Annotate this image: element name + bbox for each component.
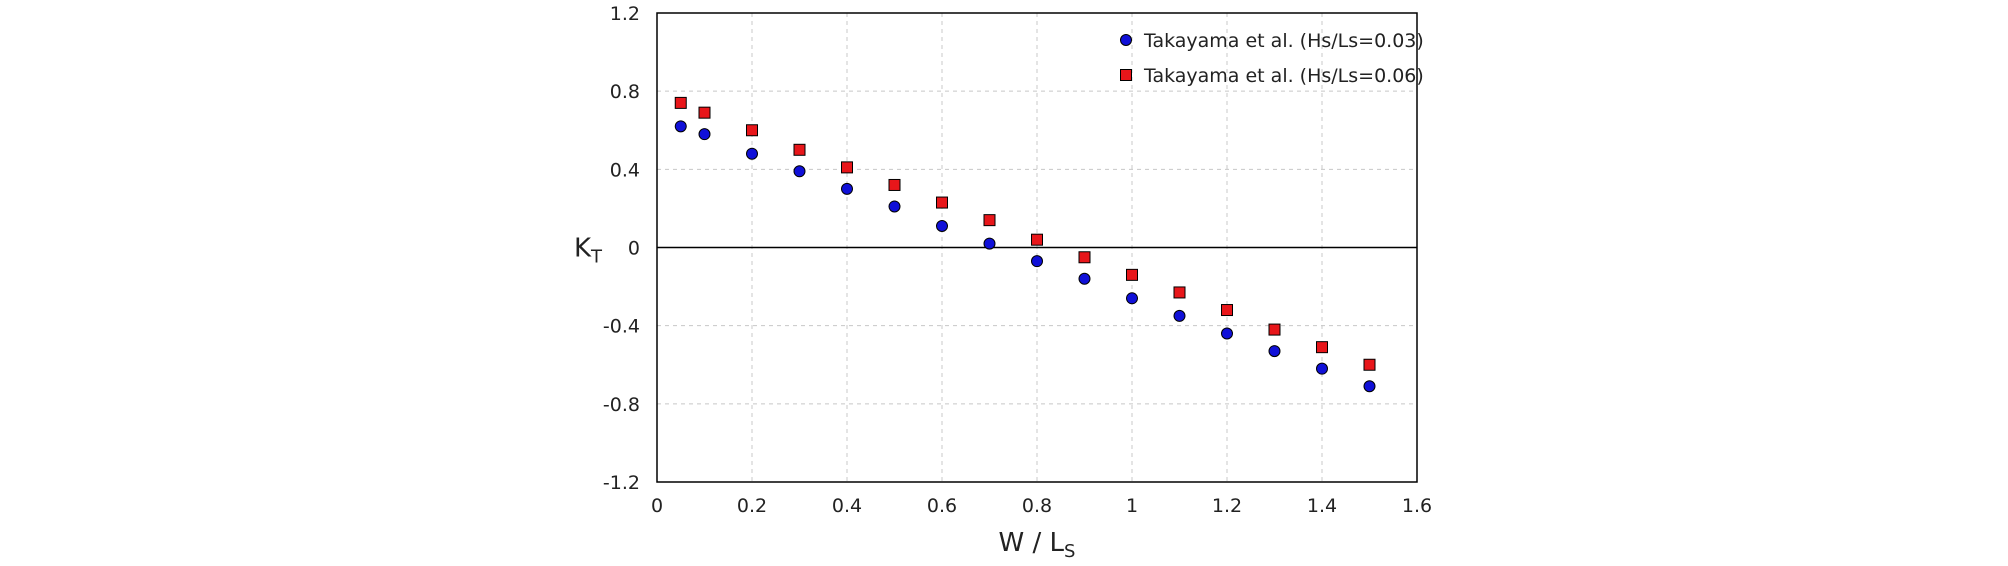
data-point-series-1 bbox=[698, 128, 711, 141]
data-point-series-2 bbox=[746, 124, 758, 137]
y-axis-label-sub: T bbox=[590, 247, 603, 268]
legend-marker-series-2 bbox=[1120, 69, 1132, 81]
y-tick-label: 0.8 bbox=[610, 81, 640, 103]
y-axis-label-main: K bbox=[574, 234, 592, 264]
data-point-series-1 bbox=[1316, 362, 1328, 375]
y-axis-label: KT bbox=[574, 234, 603, 268]
data-point-series-2 bbox=[841, 161, 853, 174]
x-axis-label: W / LS bbox=[999, 528, 1076, 562]
x-tick-label: 1 bbox=[1126, 495, 1138, 517]
x-tick-label: 0.8 bbox=[1022, 495, 1052, 517]
data-point-series-2 bbox=[1078, 251, 1091, 264]
data-point-series-1 bbox=[1363, 380, 1376, 393]
data-point-series-2 bbox=[1316, 341, 1328, 354]
data-point-series-1 bbox=[841, 182, 853, 195]
data-point-series-2 bbox=[1126, 268, 1138, 281]
data-point-series-2 bbox=[698, 106, 711, 119]
y-tick-label: 0.4 bbox=[610, 159, 640, 181]
y-tick-label: 0 bbox=[628, 238, 640, 260]
data-point-series-1 bbox=[746, 147, 758, 160]
data-point-series-2 bbox=[674, 96, 687, 109]
data-point-series-1 bbox=[936, 220, 948, 233]
data-point-series-2 bbox=[1268, 323, 1281, 336]
x-tick-label: 0.2 bbox=[737, 495, 767, 517]
x-tick-label: 0.4 bbox=[832, 495, 862, 517]
x-axis-label-sub: S bbox=[1064, 541, 1075, 562]
y-tick-label: 1.2 bbox=[610, 3, 640, 25]
data-point-series-1 bbox=[983, 237, 996, 250]
data-point-series-1 bbox=[1126, 292, 1138, 305]
data-point-series-1 bbox=[1078, 272, 1091, 285]
data-point-series-2 bbox=[1221, 304, 1233, 317]
legend-label-series-1: Takayama et al. (Hs/Ls=0.03) bbox=[1143, 30, 1424, 52]
legend: Takayama et al. (Hs/Ls=0.03) Takayama et … bbox=[1120, 30, 1424, 87]
data-point-series-2 bbox=[888, 178, 901, 191]
y-tick-label: -0.8 bbox=[603, 394, 640, 416]
x-axis-label-main: W / L bbox=[999, 528, 1065, 558]
data-point-series-2 bbox=[1173, 286, 1186, 299]
data-point-series-2 bbox=[983, 214, 996, 227]
x-tick-label: 1.2 bbox=[1212, 495, 1242, 517]
data-point-series-1 bbox=[1173, 309, 1186, 322]
y-tick-label: -0.4 bbox=[603, 316, 640, 338]
data-point-series-2 bbox=[793, 143, 806, 156]
plot-frame bbox=[656, 12, 1418, 483]
legend-marker-series-1 bbox=[1120, 34, 1132, 46]
data-point-series-1 bbox=[1221, 327, 1233, 340]
legend-label-series-2: Takayama et al. (Hs/Ls=0.06) bbox=[1143, 65, 1424, 87]
axis-layer: 0 0.2 0.4 0.6 0.8 1 1.2 1.4 1.6 -1.2 -0.8 -0.4 0 0.4 0… bbox=[603, 3, 1432, 517]
x-tick-label: 1.6 bbox=[1402, 495, 1432, 517]
data-point-series-2 bbox=[1363, 358, 1376, 371]
data-point-series-1 bbox=[674, 120, 687, 133]
x-tick-label: 0 bbox=[651, 495, 663, 517]
marks-layer bbox=[674, 96, 1376, 393]
y-tick-label: -1.2 bbox=[603, 472, 640, 494]
data-point-series-1 bbox=[793, 165, 806, 178]
data-point-series-1 bbox=[1031, 255, 1043, 268]
data-point-series-1 bbox=[888, 200, 901, 213]
data-point-series-1 bbox=[1268, 345, 1281, 358]
x-tick-label: 0.6 bbox=[927, 495, 957, 517]
x-tick-label: 1.4 bbox=[1307, 495, 1337, 517]
data-point-series-2 bbox=[936, 196, 948, 209]
data-point-series-2 bbox=[1031, 233, 1043, 246]
